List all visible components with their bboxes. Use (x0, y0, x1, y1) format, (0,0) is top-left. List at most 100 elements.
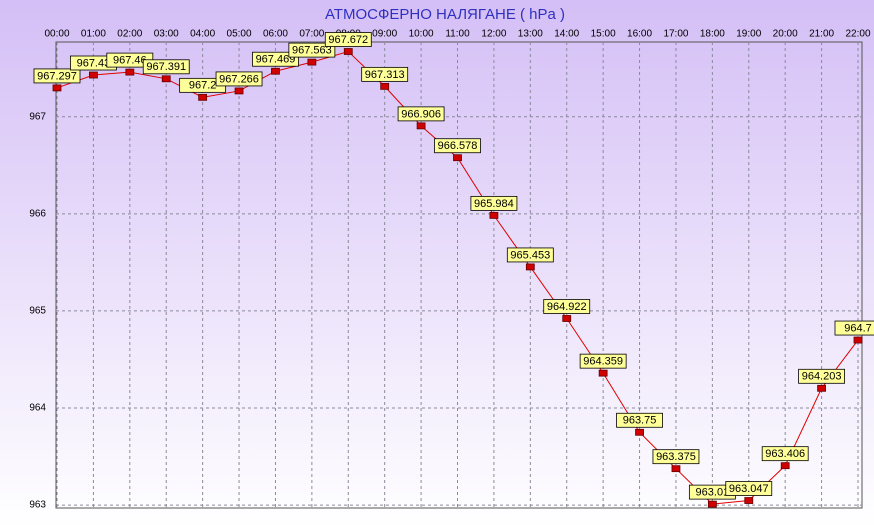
x-tick-label: 01:00 (81, 29, 106, 40)
value-label-group: 964.922 (543, 299, 591, 314)
value-label-group: 967.46 (106, 52, 154, 68)
y-tick-label: 963 (29, 500, 46, 511)
value-label: 967.391 (146, 61, 186, 73)
x-tick-label: 16:00 (627, 29, 652, 40)
value-label: 967.2 (189, 80, 217, 92)
value-label: 963.01 (696, 487, 730, 499)
x-tick-label: 03:00 (154, 29, 179, 40)
value-label-box (324, 32, 372, 47)
value-label-group: 967.469 (252, 51, 299, 67)
value-label-group: 967.391 (142, 59, 190, 75)
value-label: 965.984 (474, 198, 514, 210)
x-tick-label: 21:00 (809, 29, 834, 40)
value-label: 966.578 (438, 140, 478, 152)
value-label: 964.922 (547, 301, 587, 313)
value-label: 967.266 (219, 73, 259, 85)
value-label: 967.297 (37, 70, 77, 82)
value-label-group: 967.313 (361, 66, 409, 82)
value-label-group: 963.406 (761, 446, 809, 462)
data-point (198, 93, 208, 101)
x-tick-label: 18:00 (700, 29, 725, 40)
x-tick-label: 20:00 (773, 29, 798, 40)
value-label-box (761, 446, 809, 462)
data-point (817, 384, 826, 392)
data-point (52, 84, 62, 92)
value-label-box (725, 481, 773, 496)
value-label-group: 964.7 (834, 320, 874, 336)
value-label-group: 963.75 (616, 412, 663, 428)
value-label: 967.46 (113, 55, 147, 67)
value-label: 964.359 (583, 356, 623, 368)
value-label-box (33, 68, 81, 84)
data-point (161, 75, 171, 83)
value-label-group: 966.578 (434, 138, 481, 154)
value-label: 966.906 (401, 108, 441, 120)
value-label-box (361, 66, 409, 82)
value-label-group: 964.359 (579, 353, 627, 369)
data-point (707, 500, 717, 508)
x-tick-label: 19:00 (736, 29, 761, 40)
y-tick-label: 967 (29, 111, 46, 122)
data-point (525, 263, 535, 271)
y-tick-label: 964 (29, 403, 46, 414)
data-point (380, 82, 390, 90)
value-label: 967.563 (292, 45, 332, 57)
value-label-group: 963.375 (652, 449, 700, 465)
data-point (89, 71, 98, 79)
data-point (598, 369, 608, 377)
value-label-box (579, 353, 627, 369)
value-label: 967.313 (365, 69, 405, 81)
value-label: 963.047 (729, 483, 769, 495)
x-tick-label: 22:00 (845, 29, 870, 40)
data-point (271, 67, 280, 75)
value-label-box (288, 42, 336, 58)
data-point (744, 497, 754, 504)
x-tick-label: 05:00 (227, 29, 252, 40)
x-tick-label: 13:00 (518, 29, 543, 40)
value-label-box (470, 195, 518, 211)
value-label-group: 965.984 (470, 195, 518, 211)
value-label-box (834, 320, 874, 336)
value-label-group: 967.266 (215, 71, 263, 87)
x-tick-label: 11:00 (445, 29, 470, 40)
data-point (671, 465, 681, 473)
value-label-group: 963.01 (688, 484, 736, 500)
x-tick-label: 09:00 (372, 29, 397, 40)
x-tick-label: 07:00 (299, 29, 324, 40)
value-label-box (616, 412, 663, 428)
value-label: 963.406 (765, 448, 805, 460)
data-point (780, 462, 790, 470)
value-label-box (798, 368, 845, 384)
value-label-group: 967.672 (324, 32, 372, 47)
value-label-box (397, 106, 445, 122)
data-point (416, 122, 426, 130)
data-point (853, 336, 863, 344)
data-point (489, 211, 499, 219)
data-point (453, 154, 462, 162)
value-label-group: 967.563 (288, 42, 336, 58)
value-label-box (506, 247, 554, 263)
value-label: 967.469 (256, 54, 296, 66)
x-tick-label: 14:00 (554, 29, 579, 40)
value-label-group: 966.906 (397, 106, 445, 122)
value-label: 963.375 (656, 451, 696, 463)
value-label: 964.203 (802, 371, 842, 383)
x-tick-label: 02:00 (117, 29, 142, 40)
value-label: 967.43 (77, 57, 111, 69)
x-tick-label: 04:00 (190, 29, 215, 40)
value-label-group: 963.047 (725, 481, 773, 496)
y-tick-label: 965 (29, 306, 46, 317)
value-label: 967.672 (328, 34, 368, 46)
value-label-box (252, 51, 299, 67)
x-tick-label: 15:00 (591, 29, 616, 40)
value-label-box (652, 449, 700, 465)
value-label: 965.453 (510, 249, 550, 261)
x-tick-label: 17:00 (663, 29, 688, 40)
value-label-group: 967.297 (33, 68, 81, 84)
x-tick-label: 06:00 (263, 29, 288, 40)
value-label-group: 965.453 (506, 247, 554, 263)
value-label-box (215, 71, 263, 87)
